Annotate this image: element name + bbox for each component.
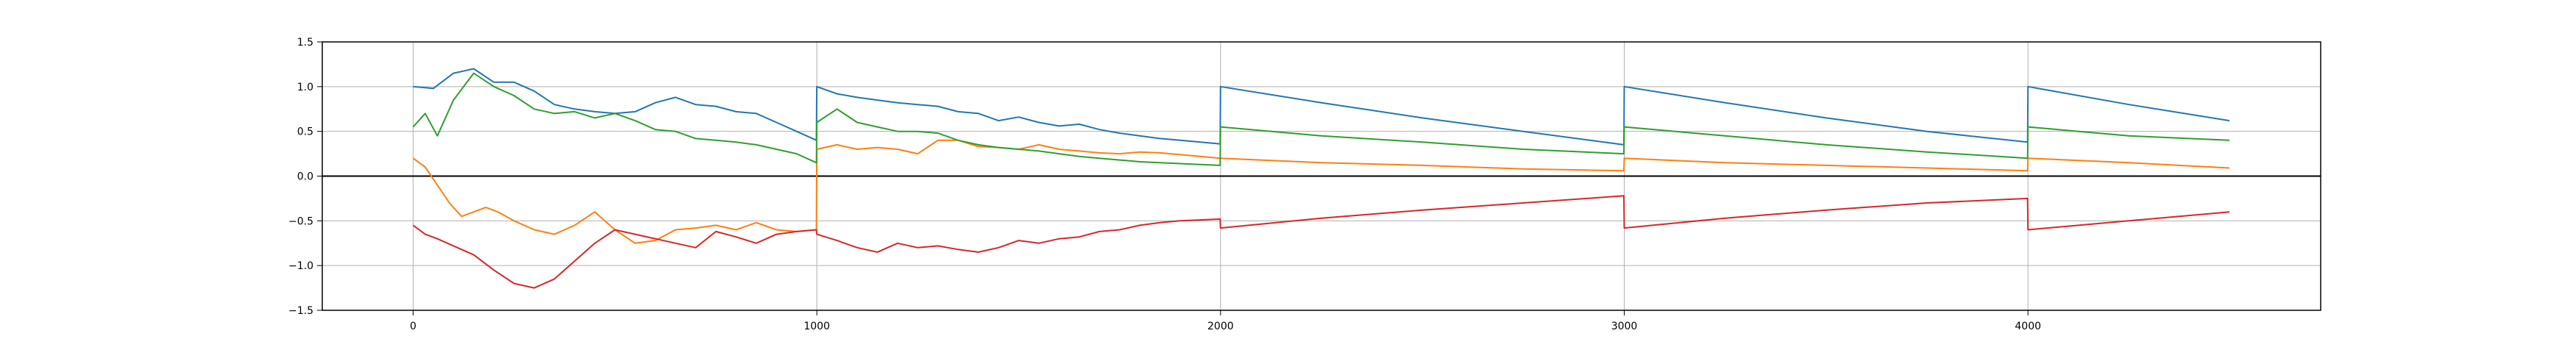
series-line-4	[412, 195, 2230, 289]
series-line-1	[413, 68, 2230, 146]
ticks: 0 1000 2000 3000 4000 −1.5 −1.0 −0.5 0.0 0.5 1.0 1.…	[288, 37, 2041, 332]
y-tick-label: −1.0	[288, 260, 313, 272]
y-tick-label: 1.0	[297, 82, 313, 93]
y-tick-label: −1.5	[288, 305, 313, 317]
series-line-2	[412, 139, 2230, 244]
y-tick-label: 0.5	[297, 126, 313, 138]
y-tick-label: 0.0	[297, 171, 313, 183]
y-tick-label: −0.5	[288, 215, 313, 227]
x-tick-label: 0	[410, 321, 416, 332]
series-group	[412, 68, 2230, 289]
series-line-3	[412, 72, 2230, 166]
y-tick-label: 1.5	[297, 37, 313, 49]
x-tick-label: 3000	[1611, 321, 1638, 332]
x-tick-label: 2000	[1207, 321, 1234, 332]
x-tick-label: 1000	[803, 321, 830, 332]
x-tick-label: 4000	[2015, 321, 2041, 332]
